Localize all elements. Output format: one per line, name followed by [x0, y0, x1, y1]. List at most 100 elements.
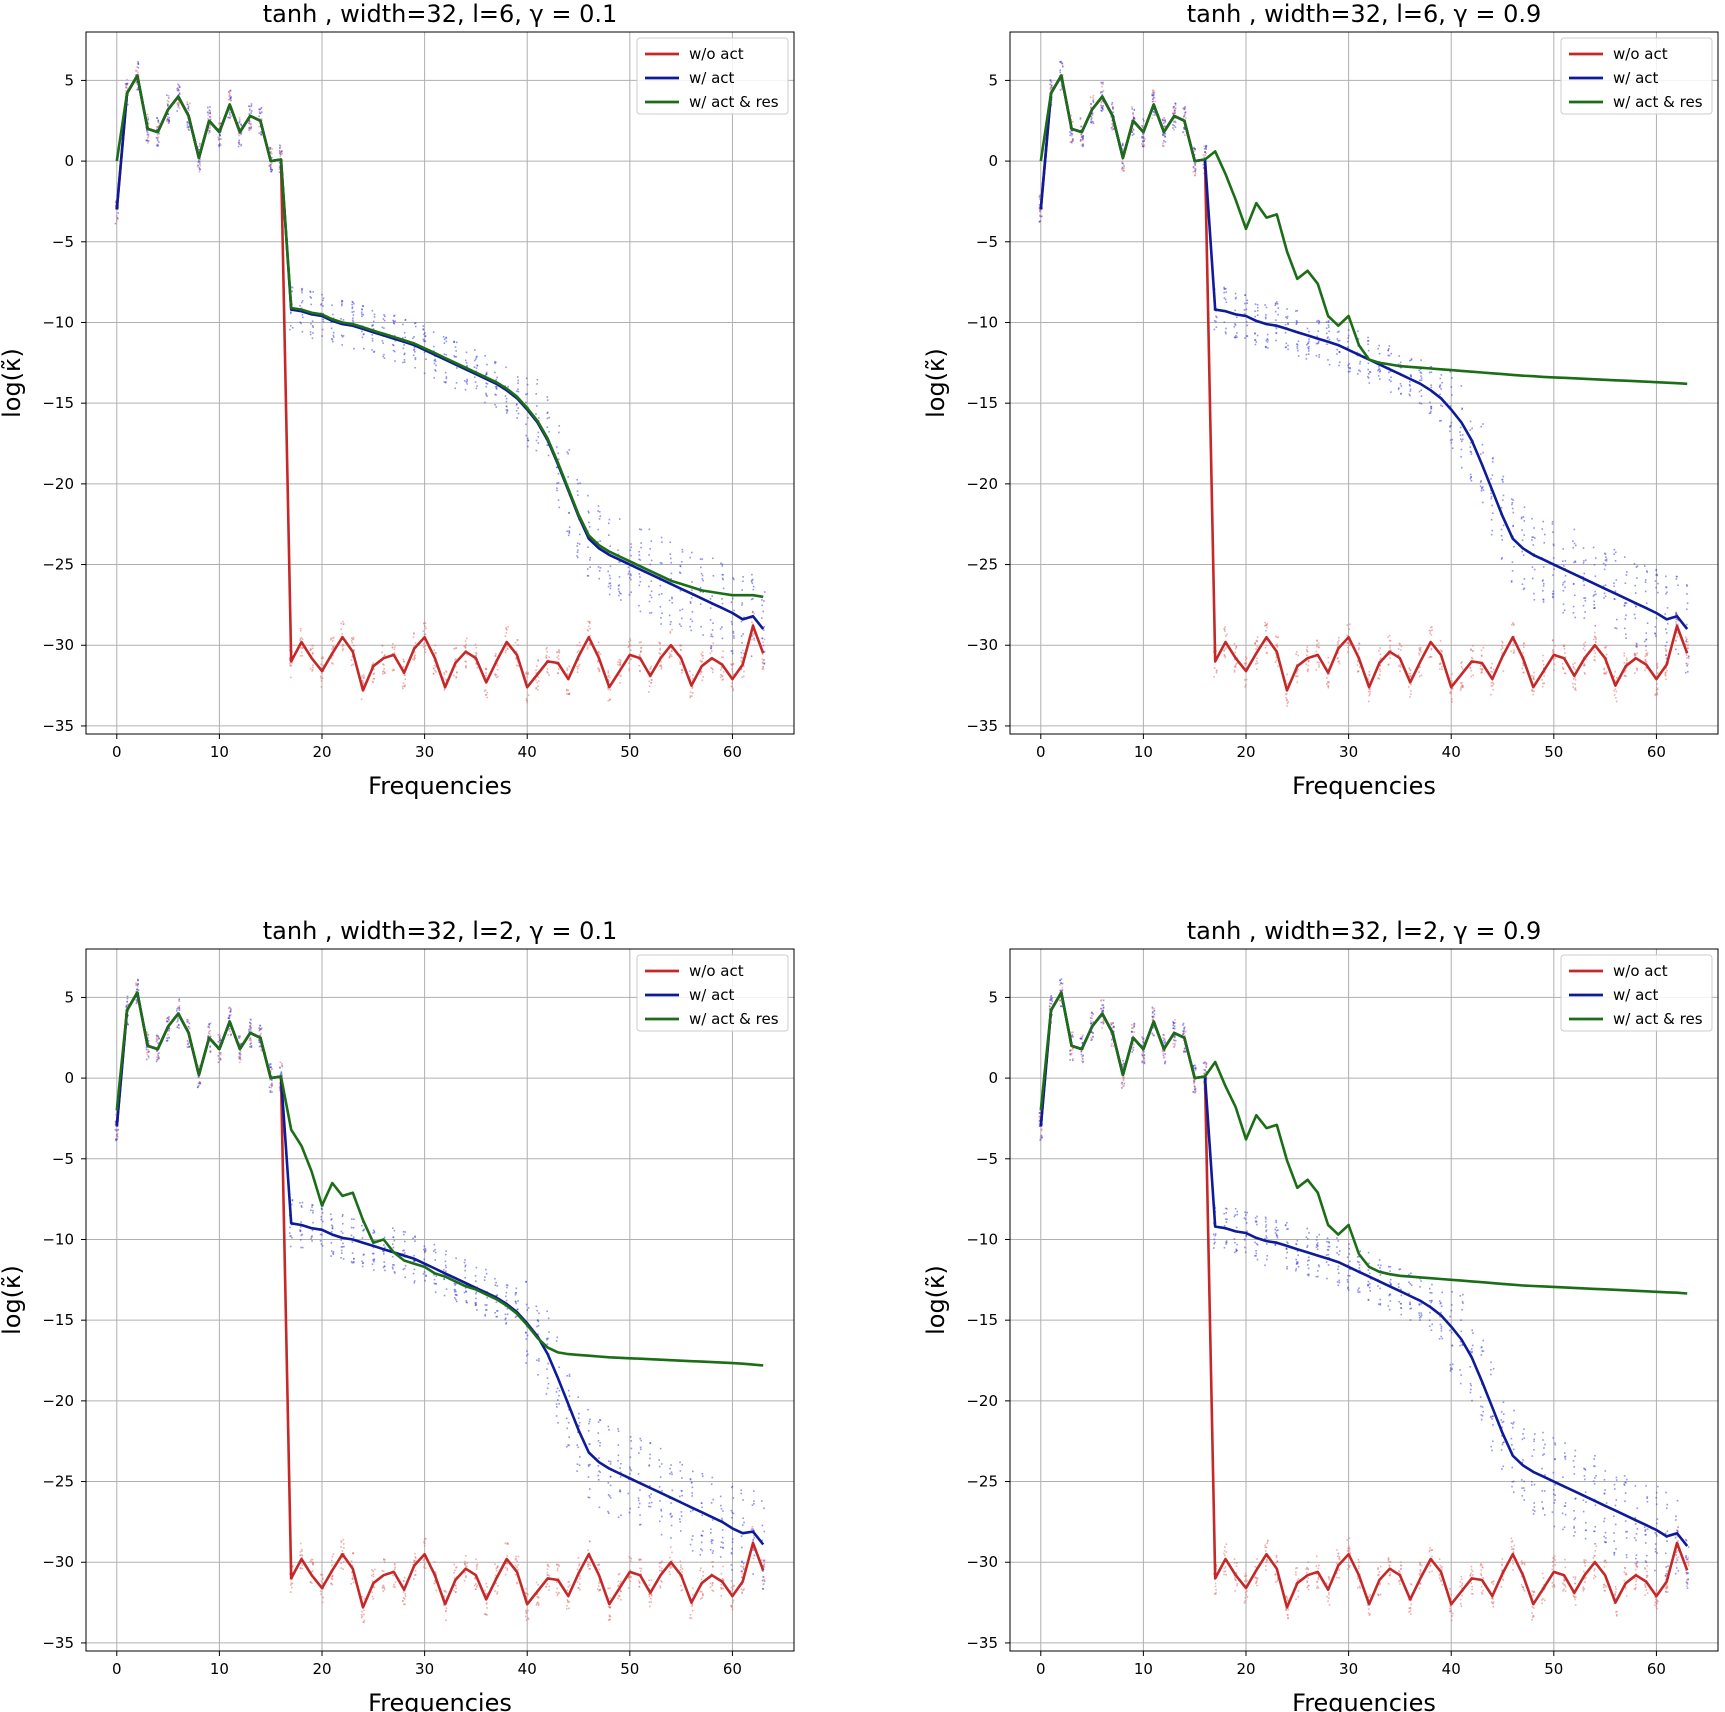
scatter-point: [733, 1584, 735, 1587]
scatter-point: [1049, 83, 1051, 86]
scatter-point: [1205, 146, 1207, 149]
scatter-point: [332, 647, 334, 649]
scatter-point: [678, 623, 681, 625]
scatter-point: [1151, 100, 1154, 103]
scatter-point: [361, 1237, 364, 1239]
scatter-point: [650, 1601, 652, 1603]
scatter-point: [648, 680, 651, 683]
scatter-point: [423, 351, 426, 354]
scatter-point: [372, 1570, 375, 1573]
scatter-point: [208, 1023, 210, 1026]
scatter-point: [1349, 367, 1351, 369]
scatter-point: [137, 73, 140, 76]
scatter-point: [619, 682, 621, 684]
scatter-point: [1582, 580, 1585, 582]
scatter-point: [1204, 147, 1207, 149]
scatter-point: [648, 671, 651, 673]
scatter-point: [1244, 337, 1246, 339]
scatter-point: [1308, 345, 1310, 348]
scatter-point: [178, 102, 180, 105]
scatter-point: [740, 656, 743, 659]
scatter-point: [547, 1565, 550, 1568]
scatter-point: [1615, 700, 1618, 703]
scatter-point: [371, 1569, 373, 1571]
scatter-point: [711, 629, 714, 631]
scatter-point: [1460, 385, 1463, 387]
scatter-point: [1418, 675, 1421, 678]
scatter-point: [1059, 89, 1062, 91]
scatter-point: [1502, 524, 1505, 527]
scatter-point: [424, 651, 427, 653]
scatter-point: [1636, 668, 1639, 670]
scatter-point: [115, 1113, 117, 1116]
scatter-point: [619, 1590, 622, 1592]
scatter-point: [669, 1556, 671, 1559]
scatter-point: [1143, 120, 1145, 122]
scatter-point: [1142, 140, 1144, 143]
scatter-point: [259, 1028, 262, 1030]
scatter-point: [291, 1565, 294, 1568]
scatter-point: [145, 1046, 148, 1049]
scatter-point: [114, 1121, 117, 1124]
scatter-point: [342, 1538, 345, 1541]
scatter-point: [1431, 626, 1433, 628]
scatter-point: [599, 1589, 601, 1592]
scatter-point: [1254, 643, 1256, 645]
scatter-point: [1574, 676, 1576, 679]
scatter-point: [1490, 492, 1492, 495]
scatter-point: [434, 370, 437, 372]
scatter-point: [116, 1133, 118, 1136]
scatter-point: [576, 490, 579, 493]
x-axis-label: Frequencies: [1292, 772, 1436, 800]
scatter-point: [1655, 586, 1657, 589]
scatter-point: [402, 658, 405, 661]
scatter-point: [370, 1574, 373, 1577]
scatter-point: [371, 337, 374, 340]
scatter-point: [178, 90, 180, 92]
scatter-point: [393, 1583, 395, 1586]
scatter-point: [576, 644, 578, 647]
scatter-point: [598, 577, 600, 580]
scatter-point: [1460, 466, 1463, 469]
scatter-point: [1162, 125, 1165, 128]
scatter-point: [486, 1586, 488, 1588]
scatter-point: [1645, 632, 1648, 634]
scatter-point: [1100, 104, 1102, 107]
scatter-point: [454, 1569, 456, 1572]
scatter-point: [177, 87, 179, 90]
scatter-point: [463, 645, 466, 648]
x-tick-label: 20: [1236, 743, 1255, 761]
scatter-point: [363, 1621, 365, 1624]
scatter-point: [630, 546, 633, 549]
scatter-point: [383, 314, 385, 316]
scatter-point: [178, 1000, 181, 1002]
scatter-point: [361, 1596, 363, 1598]
scatter-point: [711, 1584, 714, 1587]
scatter-point: [229, 1007, 232, 1010]
scatter-point: [188, 1022, 191, 1025]
scatter-point: [1275, 644, 1277, 647]
scatter-point: [1441, 650, 1443, 653]
scatter-point: [526, 699, 529, 702]
scatter-point: [1542, 520, 1545, 523]
legend-box: [636, 37, 789, 115]
scatter-point: [1655, 574, 1657, 576]
scatter-point: [1676, 635, 1679, 638]
scatter-point: [454, 659, 456, 662]
scatter-point: [1346, 340, 1349, 343]
scatter-point: [248, 1027, 251, 1029]
scatter-point: [168, 119, 170, 122]
scatter-point: [1164, 125, 1166, 127]
scatter-point: [1174, 120, 1176, 122]
scatter-point: [1643, 640, 1646, 643]
scatter-point: [1624, 671, 1626, 673]
scatter-point: [1520, 516, 1523, 519]
scatter-point: [1573, 528, 1576, 531]
scatter-point: [249, 1037, 252, 1040]
scatter-point: [504, 651, 507, 654]
scatter-point: [322, 657, 324, 660]
scatter-point: [1450, 687, 1453, 690]
scatter-point: [299, 1542, 302, 1545]
scatter-point: [352, 314, 355, 316]
scatter-point: [382, 318, 385, 320]
